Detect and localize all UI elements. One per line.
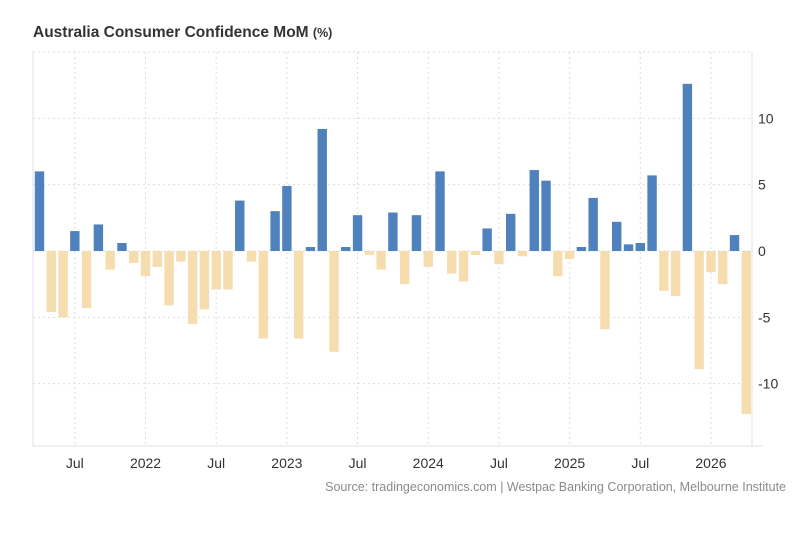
bar-2023-03 [305,247,316,251]
bar-2023-05 [329,250,339,352]
bar-2024-11 [541,180,551,251]
bar-2024-05 [470,250,481,255]
bar-2022-09 [235,200,245,251]
bar-2026-03 [729,235,740,251]
bar-2025-01 [564,250,575,259]
bar-2023-10 [388,212,398,251]
bar-2022-08 [223,250,233,290]
bar-2025-04 [600,250,610,330]
bar-2023-04 [317,128,327,251]
bar-2024-12 [553,250,563,277]
bar-2021-09 [93,224,104,251]
bar-2022-03 [164,250,174,306]
bar-2022-04 [176,250,186,262]
y-tick-label: 5 [758,177,766,193]
bar-2021-05 [46,250,56,313]
bars [34,83,751,415]
y-tick-labels: 10 5 0 -5 -10 [758,110,778,391]
bar-2022-01 [140,250,151,277]
chart-unit: (%) [312,26,333,40]
x-tick-label: 2025 [554,455,585,471]
bar-2026-02 [718,250,728,285]
x-tick-label: 2022 [130,455,161,471]
source-note: Source: tradingeconomics.com | Westpac B… [325,480,786,494]
bar-2024-09 [517,250,528,257]
x-tick-labels: Jul 2022 Jul 2023 Jul 2024 Jul 2025 Jul 2026 [66,455,727,471]
x-tick-label: 2023 [271,455,302,471]
bar-2024-08 [506,213,516,251]
bar-2022-07 [211,250,221,290]
bar-2023-02 [293,250,304,339]
bar-2024-03 [447,250,457,274]
bar-2022-05 [187,250,198,324]
bar-2023-08 [364,250,375,255]
bar-2022-12 [270,211,280,251]
axes [32,52,763,447]
bar-2024-07 [494,250,504,265]
bar-2021-06 [58,250,68,318]
bar-2022-11 [258,250,269,339]
bar-2023-11 [399,250,410,285]
bar-2022-10 [246,250,257,262]
bar-2026-04 [741,250,751,415]
bar-2024-04 [458,250,469,282]
bar-2021-11 [117,243,127,251]
bar-2021-04 [34,171,45,251]
x-tick-label: Jul [207,455,225,471]
bar-2023-07 [352,215,363,251]
x-tick-label: Jul [631,455,649,471]
bar-2025-02 [576,247,587,251]
bar-2025-12 [694,250,704,370]
bar-2021-08 [81,250,92,309]
bar-2023-12 [411,215,422,251]
bar-2026-01 [706,250,716,273]
bar-2024-06 [482,228,492,251]
bar-2022-06 [199,250,210,310]
bar-2025-05 [612,221,622,251]
bar-2022-02 [152,250,162,267]
bar-2024-10 [529,170,539,251]
bar-2025-08 [647,175,657,251]
bar-2024-01 [423,250,433,267]
y-tick-label: 0 [758,243,766,259]
bar-2025-09 [659,250,669,291]
bar-2025-11 [682,83,693,251]
bar-2021-07 [70,231,80,251]
bar-2024-02 [435,171,445,251]
bar-2023-01 [282,185,292,251]
y-tick-label: 10 [758,110,774,126]
x-tick-label: Jul [490,455,508,471]
bar-2021-10 [105,250,115,270]
chart-title: Australia Consumer Confidence MoM (%) [33,24,332,42]
bar-2025-06 [623,244,634,251]
bar-2023-09 [376,250,386,270]
bar-2021-12 [129,250,139,263]
x-tick-label: Jul [349,455,367,471]
bar-2025-10 [670,250,681,297]
y-tick-label: -5 [758,309,771,325]
bar-2025-03 [588,197,598,251]
chart-title-text: Australia Consumer Confidence MoM [33,24,309,41]
bar-2025-07 [635,243,645,251]
x-tick-label: 2024 [413,455,444,471]
y-tick-label: -10 [758,376,778,392]
bar-2023-06 [341,247,351,251]
x-tick-label: 2026 [695,455,726,471]
x-tick-label: Jul [66,455,84,471]
